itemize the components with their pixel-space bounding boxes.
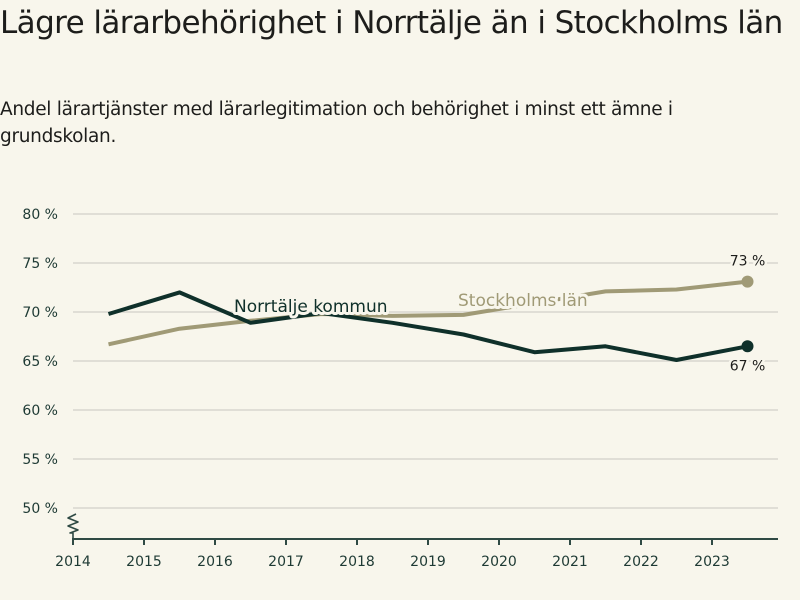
series-label-stockholms-lan-halo: Stockholms län bbox=[458, 291, 588, 311]
y-tick-label: 80 % bbox=[22, 207, 58, 223]
x-tick-label: 2016 bbox=[197, 554, 233, 570]
x-tick-label: 2015 bbox=[126, 554, 162, 570]
x-tick-label: 2019 bbox=[410, 554, 446, 570]
end-point-marker-stockholms-l-n bbox=[741, 275, 754, 288]
end-point-marker-norrt-lje-kommun bbox=[741, 340, 754, 353]
y-tick-label: 50 % bbox=[22, 501, 58, 517]
x-tick-label: 2022 bbox=[623, 554, 659, 570]
end-value-label-stockholms-lan-halo: 73 % bbox=[730, 254, 766, 270]
x-tick-label: 2021 bbox=[552, 554, 588, 570]
end-value-label-stockholms-lan: 73 % bbox=[730, 254, 766, 270]
series-line-norrt-lje-kommun bbox=[107, 290, 748, 362]
y-tick-label: 60 % bbox=[22, 403, 58, 419]
series-line-stockholms-l-n bbox=[108, 279, 748, 347]
x-tick-label: 2017 bbox=[268, 554, 304, 570]
series-label-norrtalje-kommun-halo: Norrtälje kommun bbox=[234, 297, 388, 317]
axis-break-icon bbox=[67, 513, 79, 539]
y-tick-label: 55 % bbox=[22, 452, 58, 468]
x-tick-label: 2018 bbox=[339, 554, 375, 570]
chart-title: Lägre lärarbehörighet i Norrtälje än i S… bbox=[0, 5, 783, 41]
y-axis-tick-labels: 80 % 75 % 70 % 65 % 60 % 55 % 50 % bbox=[22, 207, 58, 517]
x-tick-label: 2014 bbox=[55, 554, 91, 570]
y-tick-label: 70 % bbox=[22, 305, 58, 321]
chart-subtitle: Andel lärartjänster med lärarlegitimatio… bbox=[0, 99, 673, 147]
gridlines bbox=[73, 213, 778, 509]
x-axis: 2014 2015 2016 2017 2018 2019 2020 2021 2022 2023 bbox=[55, 513, 778, 570]
y-tick-label: 65 % bbox=[22, 354, 58, 370]
series-lines bbox=[107, 275, 754, 362]
x-tick-label: 2023 bbox=[694, 554, 730, 570]
end-value-label-norrtalje-kommun: 67 % bbox=[730, 358, 766, 374]
series-label-norrtalje-kommun: Norrtälje kommun bbox=[234, 297, 388, 317]
y-tick-label: 75 % bbox=[22, 256, 58, 272]
end-value-label-norrtalje-kommun-halo: 67 % bbox=[730, 358, 766, 374]
series-label-stockholms-lan: Stockholms län bbox=[458, 291, 588, 311]
x-tick-label: 2020 bbox=[481, 554, 517, 570]
